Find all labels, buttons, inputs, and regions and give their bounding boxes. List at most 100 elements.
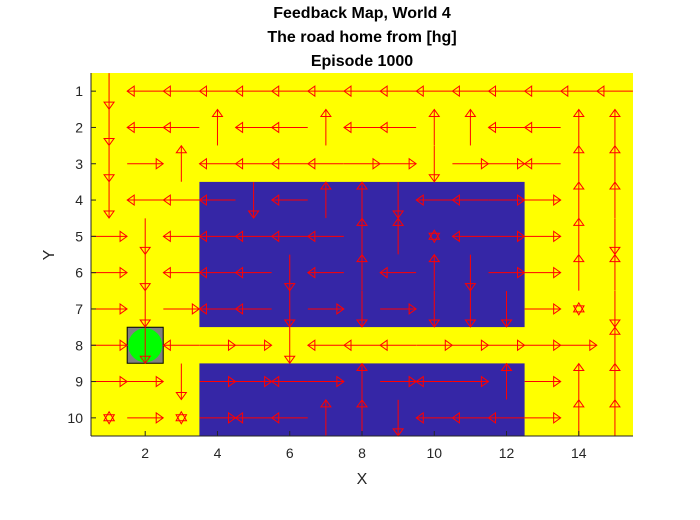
- policy-arrow-8-10: [356, 398, 368, 436]
- policy-arrow-10-10: [415, 411, 453, 424]
- policy-arrow-6-10: [270, 411, 308, 424]
- policy-arrow-9-6: [379, 266, 417, 279]
- policy-arrow-3-5: [162, 230, 200, 243]
- y-tick-label-3: 3: [75, 156, 83, 172]
- policy-arrow-9-2: [379, 121, 417, 134]
- policy-arrow-5-5: [234, 230, 272, 243]
- policy-arrow-15-4: [608, 181, 621, 219]
- policy-arrow-15-3: [608, 144, 621, 182]
- policy-arrow-8-6: [356, 253, 368, 291]
- policy-arrow-7-7: [307, 302, 345, 315]
- policy-arrow-5-6: [234, 266, 272, 279]
- policy-arrow-7-4: [319, 181, 332, 219]
- policy-arrow-7-3: [307, 157, 344, 170]
- policy-arrow-7-10: [319, 398, 332, 436]
- x-tick-label-14: 14: [571, 445, 587, 461]
- y-tick-label-1: 1: [75, 83, 83, 99]
- policy-arrow-7-1: [307, 85, 344, 98]
- chart-title-line-1: Feedback Map, World 4: [273, 5, 451, 22]
- x-tick-label-6: 6: [286, 445, 294, 461]
- policy-arrow-8-1: [343, 85, 380, 98]
- policy-arrow-8-3: [344, 157, 381, 170]
- policy-arrow-1-8: [91, 339, 128, 352]
- policy-arrow-9-10: [392, 399, 405, 437]
- y-tick-label-7: 7: [75, 301, 83, 317]
- policy-arrow-5-10: [234, 411, 272, 424]
- policy-arrow-1-3: [103, 145, 116, 183]
- policy-arrow-13-2: [523, 121, 561, 134]
- x-tick-label-2: 2: [141, 445, 149, 461]
- policy-arrow-10-2: [428, 108, 441, 146]
- policy-arrow-2-10: [127, 411, 165, 424]
- policy-arrow-11-2: [464, 108, 477, 146]
- policy-arrow-14-10: [572, 398, 585, 436]
- policy-arrow-5-1: [234, 85, 272, 98]
- policy-arrow-11-8: [452, 339, 490, 352]
- policy-arrow-1-5: [91, 230, 128, 243]
- policy-arrow-7-9: [307, 375, 345, 388]
- policy-arrow-4-8: [199, 339, 237, 352]
- policy-arrow-9-1: [379, 85, 417, 98]
- policy-arrow-13-8: [524, 339, 562, 352]
- policy-arrow-4-2: [211, 108, 224, 146]
- policy-arrow-12-5: [488, 230, 526, 243]
- policy-arrow-13-5: [524, 230, 562, 243]
- policy-arrow-12-2: [487, 121, 525, 134]
- policy-arrow-5-3: [234, 157, 272, 170]
- policy-arrow-7-5: [307, 230, 344, 243]
- y-tick-label-5: 5: [75, 228, 83, 244]
- policy-arrow-13-7: [524, 302, 562, 315]
- policy-arrow-14-3: [572, 144, 585, 182]
- policy-arrow-11-1: [451, 85, 489, 98]
- policy-arrow-5-4: [247, 182, 260, 219]
- policy-arrow-2-1: [126, 85, 164, 98]
- policy-arrow-12-10: [487, 411, 525, 424]
- policy-arrow-15-10: [608, 398, 621, 436]
- y-tick-label-6: 6: [75, 265, 83, 281]
- policy-arrow-12-1: [487, 85, 525, 98]
- policy-arrow-1-4: [103, 182, 116, 219]
- policy-arrow-2-6: [139, 254, 152, 292]
- policy-arrow-7-2: [319, 108, 332, 146]
- policy-arrow-8-2: [343, 121, 380, 134]
- policy-arrow-2-9: [127, 375, 165, 388]
- policy-arrow-4-4: [198, 194, 236, 207]
- policy-arrow-3-10: [175, 410, 188, 425]
- policy-arrow-1-9: [91, 375, 128, 388]
- policy-arrow-8-8: [343, 339, 380, 352]
- policy-arrow-10-3: [428, 145, 441, 183]
- policy-arrow-10-9: [415, 375, 453, 388]
- policy-arrow-4-6: [198, 266, 236, 279]
- policy-arrow-5-8: [235, 339, 273, 352]
- policy-arrow-12-7: [500, 290, 513, 328]
- policy-arrow-7-6: [307, 266, 344, 279]
- policy-arrow-15-7: [608, 290, 621, 328]
- policy-arrow-6-6: [283, 254, 296, 292]
- policy-arrow-10-6: [428, 253, 441, 291]
- policy-arrow-6-3: [270, 157, 308, 170]
- policy-arrow-8-9: [356, 362, 368, 400]
- policy-arrow-6-4: [270, 194, 308, 207]
- policy-arrow-12-8: [488, 339, 526, 352]
- x-tick-label-10: 10: [426, 445, 442, 461]
- policy-arrow-3-7: [163, 302, 201, 315]
- x-axis-label: X: [357, 471, 368, 488]
- policy-arrow-8-5: [356, 217, 368, 255]
- policy-arrow-13-9: [524, 375, 562, 388]
- policy-arrow-14-6: [572, 253, 585, 291]
- policy-arrow-3-6: [162, 266, 200, 279]
- policy-arrow-2-8: [139, 327, 152, 365]
- policy-arrow-8-7: [356, 290, 368, 328]
- chart-title-line-2: The road home from [hg]: [267, 29, 456, 46]
- x-tick-label-8: 8: [358, 445, 366, 461]
- y-tick-label-10: 10: [67, 410, 83, 426]
- plot-area: [91, 73, 633, 437]
- policy-arrow-15-2: [608, 108, 621, 146]
- policy-arrow-3-1: [162, 85, 200, 98]
- policy-arrow-4-9: [199, 375, 237, 388]
- policy-arrow-2-7: [139, 290, 152, 328]
- policy-arrow-2-3: [127, 157, 165, 170]
- policy-arrow-11-3: [452, 157, 490, 170]
- y-tick-label-4: 4: [75, 192, 83, 208]
